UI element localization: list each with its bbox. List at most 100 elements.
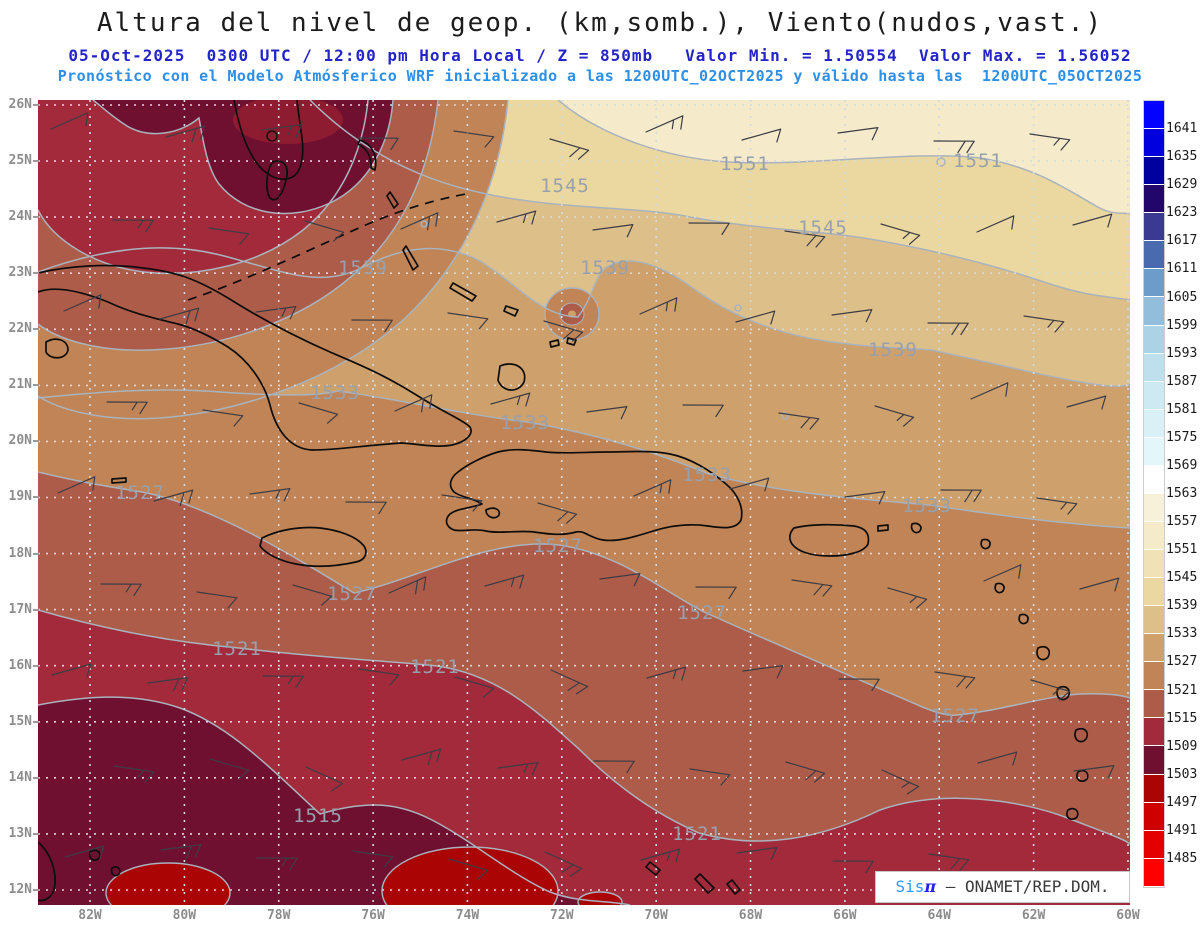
watermark-sispi-label: Sis — [895, 877, 925, 896]
svg-text:1551: 1551 — [720, 153, 770, 175]
colorbar-label: 1533 — [1166, 626, 1198, 642]
colorbar-segment — [1144, 185, 1164, 214]
colorbar-segment — [1144, 101, 1164, 130]
colorbar-label: 1485 — [1166, 850, 1198, 866]
lon-label: 76W — [361, 908, 385, 923]
colorbar-segment — [1144, 634, 1164, 663]
svg-text:1539: 1539 — [868, 339, 918, 361]
watermark-onamet-label: – ONAMET/REP.DOM. — [936, 877, 1110, 896]
svg-text:1521: 1521 — [410, 656, 460, 678]
colorbar-label: 1551 — [1166, 542, 1198, 558]
colorbar-segment — [1144, 381, 1164, 410]
colorbar-label: 1623 — [1166, 205, 1198, 221]
lat-tick — [33, 720, 39, 723]
colorbar-segment — [1144, 353, 1164, 382]
svg-text:1545: 1545 — [798, 217, 848, 239]
colorbar-segment — [1144, 774, 1164, 803]
lat-label: 17N — [8, 601, 32, 617]
lon-label: 64W — [927, 908, 951, 923]
colorbar-label: 1629 — [1166, 177, 1198, 193]
colorbar-label: 1563 — [1166, 486, 1198, 501]
wind-barbs — [50, 112, 1120, 880]
svg-text:1527: 1527 — [930, 705, 980, 727]
colorbar-label: 1503 — [1166, 766, 1198, 782]
lat-tick — [33, 216, 39, 219]
svg-text:1551: 1551 — [953, 150, 1003, 172]
colorbar-label: 1593 — [1166, 345, 1198, 361]
lon-label: 72W — [550, 908, 574, 923]
colorbar-segment — [1144, 662, 1164, 691]
lon-label: 78W — [266, 908, 291, 923]
lat-tick — [33, 104, 39, 106]
svg-text:1533: 1533 — [310, 382, 360, 404]
lat-label: 13N — [8, 825, 32, 841]
svg-text:1521: 1521 — [212, 638, 262, 660]
coastlines — [38, 100, 1089, 902]
lon-label: 62W — [1021, 908, 1046, 923]
svg-text:1515: 1515 — [293, 805, 343, 827]
colorbar-segment — [1144, 437, 1164, 466]
lat-label: 26N — [8, 97, 32, 112]
lon-label: 68W — [738, 908, 763, 923]
svg-text:1521: 1521 — [672, 823, 722, 845]
colorbar-segment — [1144, 157, 1164, 186]
colorbar-segment — [1144, 746, 1164, 775]
lon-label: 70W — [644, 908, 668, 923]
map-canvas: 1551 1551 1545 1545 1539 1539 1539 1533 1533 1533… — [38, 100, 1130, 905]
pi-icon: π — [924, 877, 937, 896]
lat-label: 20N — [8, 433, 32, 449]
svg-text:1527: 1527 — [115, 482, 165, 504]
colorbar-segment — [1144, 690, 1164, 719]
svg-text:1527: 1527 — [533, 535, 583, 557]
lat-label: 22N — [8, 321, 32, 337]
colorbar-segment — [1144, 493, 1164, 522]
colorbar-segment — [1144, 578, 1164, 607]
colorbar-label: 1569 — [1166, 457, 1198, 473]
colorbar-label: 1617 — [1166, 233, 1198, 249]
lat-tick — [33, 160, 39, 163]
svg-text:1533: 1533 — [902, 495, 952, 517]
colorbar-label: 1587 — [1166, 373, 1198, 389]
geopotential-map: 1551 1551 1545 1545 1539 1539 1539 1533 1533 1533… — [38, 100, 1130, 905]
lat-tick — [33, 776, 39, 779]
colorbar-segment — [1144, 325, 1164, 354]
svg-text:1533: 1533 — [682, 464, 732, 486]
lon-label: 80W — [172, 908, 197, 923]
colorbar-label: 1491 — [1166, 822, 1198, 838]
svg-text:1545: 1545 — [540, 175, 590, 197]
lat-tick — [33, 608, 39, 611]
colorbar-label: 1515 — [1166, 710, 1198, 726]
shading-bands — [38, 100, 1130, 905]
lat-label: 14N — [8, 769, 32, 785]
colorbar-label: 1545 — [1166, 570, 1198, 586]
lat-tick — [33, 440, 39, 443]
lat-tick — [33, 328, 39, 331]
svg-text:1539: 1539 — [580, 257, 630, 279]
colorbar-segment — [1144, 269, 1164, 298]
lat-label: 19N — [8, 489, 32, 505]
colorbar-label: 1641 — [1166, 121, 1198, 137]
colorbar-segment — [1144, 521, 1164, 550]
lat-label: 12N — [8, 881, 32, 897]
colorbar-segment — [1144, 129, 1164, 158]
colorbar-segment — [1144, 409, 1164, 438]
lon-label: 60W — [1116, 908, 1140, 923]
colorbar-segment — [1144, 241, 1164, 270]
colorbar-label: 1605 — [1166, 289, 1198, 305]
colorbar-segment — [1144, 213, 1164, 242]
lat-tick — [33, 384, 39, 387]
colorbar-segment — [1144, 830, 1164, 859]
colorbar-label: 1521 — [1166, 682, 1198, 698]
svg-text:1527: 1527 — [327, 583, 377, 605]
lat-tick — [33, 272, 39, 275]
svg-text:1527: 1527 — [677, 602, 727, 624]
lat-label: 25N — [8, 153, 32, 169]
lat-label: 16N — [8, 657, 32, 673]
color-scale-bar — [1143, 100, 1165, 888]
lon-label: 74W — [455, 908, 480, 923]
colorbar-label: 1557 — [1166, 514, 1198, 530]
contour-labels: 1551 1551 1545 1545 1539 1539 1539 1533 1533 1533… — [115, 150, 1003, 845]
svg-text:1533: 1533 — [500, 412, 550, 434]
colorbar-label: 1611 — [1166, 261, 1198, 277]
lon-label: 66W — [833, 908, 857, 923]
